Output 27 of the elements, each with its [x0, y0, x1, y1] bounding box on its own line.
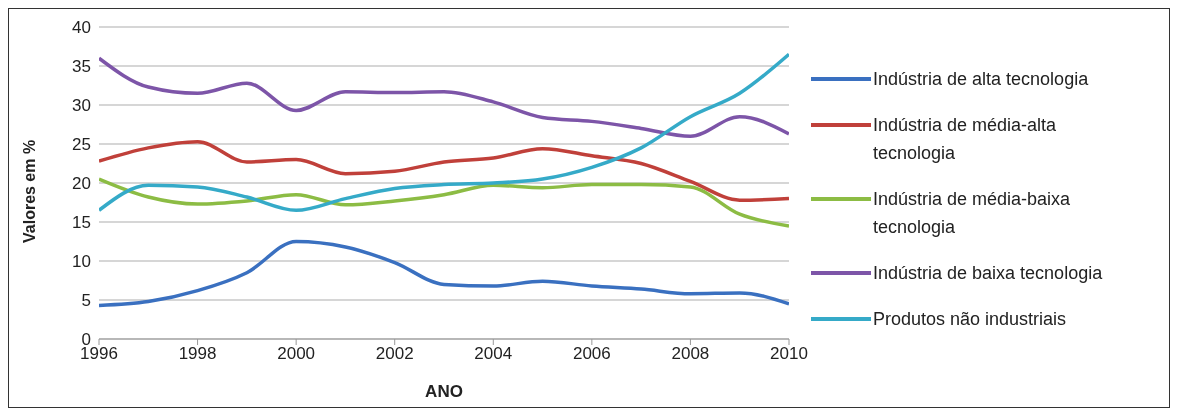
x-tick-label: 2006 [572, 344, 611, 364]
line-series [99, 239, 789, 308]
x-tick-label: 2002 [375, 344, 414, 364]
x-tick-label: 2004 [474, 344, 513, 364]
y-tick-label: 10 [72, 252, 91, 272]
line-series [99, 177, 789, 228]
line-series [99, 56, 789, 138]
y-tick-label: 40 [72, 18, 91, 38]
x-tick-label: 1998 [178, 344, 217, 364]
y-tick-label: 30 [72, 96, 91, 116]
legend-label: Indústria de média-baixa tecnologia [873, 188, 1072, 239]
line-series [99, 52, 789, 213]
y-tick-label: 25 [72, 135, 91, 155]
legend-label: Indústria de baixa tecnologia [873, 262, 1104, 285]
y-tick-label: 20 [72, 174, 91, 194]
x-tick-label: 2000 [277, 344, 316, 364]
legend-label: Indústria de média-alta tecnologia [873, 114, 1058, 165]
legend-label: Indústria de alta tecnologia [873, 68, 1090, 91]
y-axis-title: Valores em % [20, 139, 38, 243]
line-series [99, 139, 789, 202]
x-tick-label: 2008 [671, 344, 710, 364]
x-tick-label: 2010 [770, 344, 808, 364]
y-tick-label: 15 [72, 213, 91, 233]
y-tick-label: 35 [72, 57, 91, 77]
y-tick-label: 5 [81, 291, 91, 311]
x-axis-title: ANO [425, 382, 463, 401]
legend-label: Produtos não industriais [873, 308, 1068, 331]
